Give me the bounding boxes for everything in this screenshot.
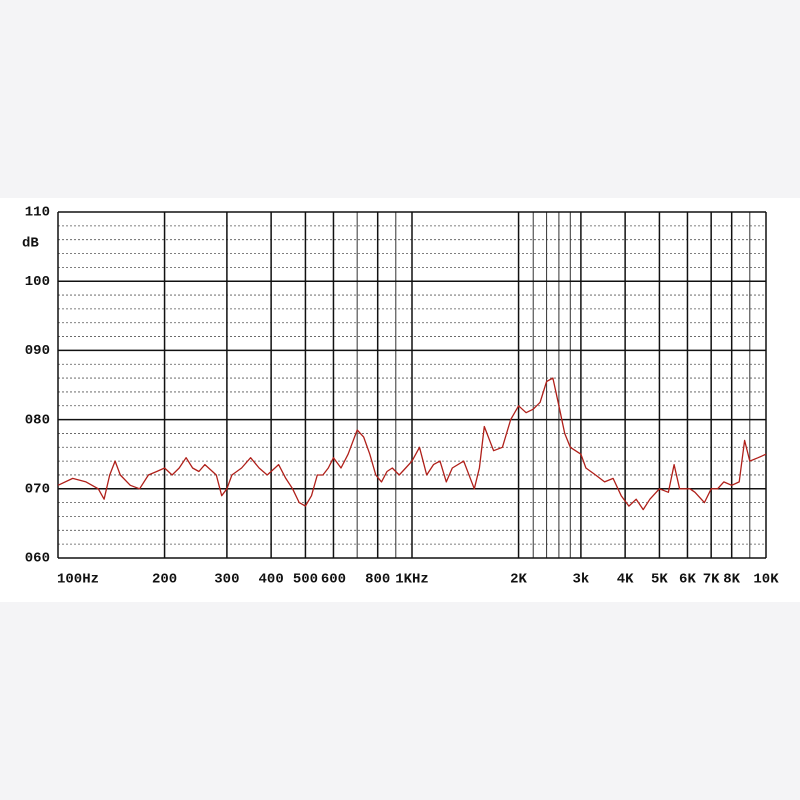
y-tick-label: 060 (25, 551, 50, 567)
y-tick-label: 070 (25, 482, 50, 498)
x-tick-label: 8K (723, 572, 740, 588)
x-tick-label: 500 (293, 572, 318, 588)
response-line (57, 377, 767, 511)
x-tick-label: 100Hz (57, 572, 99, 588)
y-tick-label: 100 (25, 274, 50, 290)
x-tick-label: 6K (679, 572, 696, 588)
x-tick-label: 2K (510, 572, 527, 588)
x-tick-label: 400 (259, 572, 284, 588)
y-tick-label: 110 (25, 205, 50, 221)
x-tick-label: 300 (214, 572, 239, 588)
x-tick-label: 1KHz (395, 572, 429, 588)
x-tick-label: 10K (753, 572, 779, 588)
y-tick-label: 090 (25, 343, 50, 359)
x-tick-label: 7K (703, 572, 720, 588)
y-tick-label: 080 (25, 412, 50, 428)
x-tick-label: 800 (365, 572, 390, 588)
x-tick-label: 5K (651, 572, 668, 588)
y-axis-label: dB (22, 236, 39, 252)
x-tick-label: 4K (617, 572, 634, 588)
chart-background (0, 198, 800, 602)
x-tick-label: 600 (321, 572, 346, 588)
x-tick-label: 3k (572, 572, 589, 588)
x-tick-label: 200 (152, 572, 177, 588)
